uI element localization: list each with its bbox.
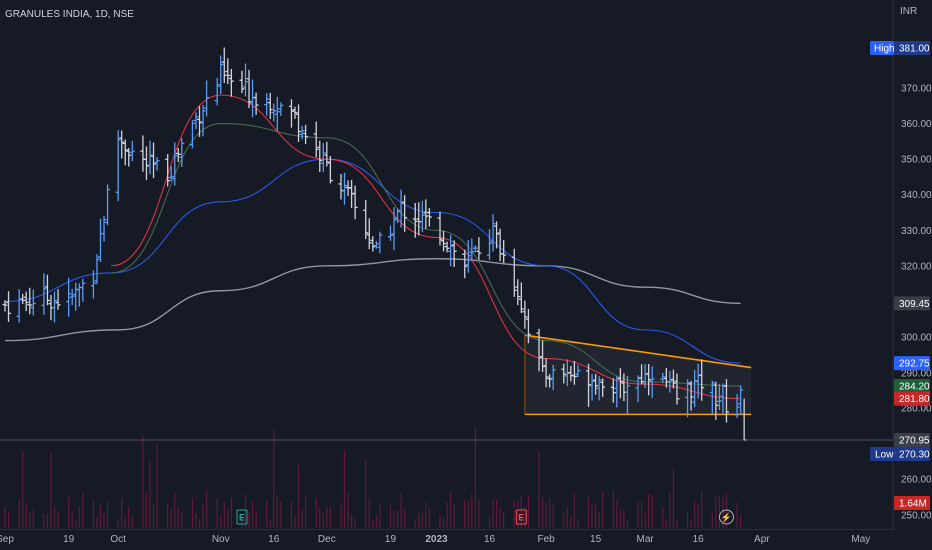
high-value-badge xyxy=(894,41,930,55)
chart-title: GRANULES INDIA, 1D, NSE xyxy=(5,9,134,20)
time-tick: Nov xyxy=(212,534,230,545)
price-badge-label: 292.75 xyxy=(899,359,930,370)
time-tick: Oct xyxy=(110,534,126,545)
resistance-trendline xyxy=(524,334,752,369)
low-value-badge xyxy=(894,447,930,461)
high-label: High xyxy=(874,44,895,55)
price-axis[interactable]: 370.00 360.00 350.00 340.00 330.00 320.00 300.… xyxy=(901,84,932,522)
price-tick: 250.00 xyxy=(901,511,932,522)
low-label-badge xyxy=(870,447,894,461)
time-tick: Dec xyxy=(318,534,336,545)
price-badge-label: 270.95 xyxy=(899,436,930,447)
sma-line xyxy=(4,258,741,342)
time-tick: Sep xyxy=(0,534,14,545)
dividend-marker xyxy=(718,509,734,525)
ema-blue-line xyxy=(4,158,741,364)
low-label: Low xyxy=(875,450,894,461)
price-badge-label: 309.45 xyxy=(899,299,930,310)
price-badge-label: 1.64M xyxy=(899,499,927,510)
price-badge xyxy=(894,356,930,371)
low-value: 270.30 xyxy=(899,450,930,461)
price-tick: 340.00 xyxy=(901,190,932,201)
price-tick: 300.00 xyxy=(901,333,932,344)
earnings-marker-label: E xyxy=(518,513,524,523)
price-tick: 320.00 xyxy=(901,261,932,272)
price-tick: 280.00 xyxy=(901,404,932,415)
price-tick: 260.00 xyxy=(901,475,932,486)
price-tick: 360.00 xyxy=(901,119,932,130)
price-badge xyxy=(894,379,930,393)
time-tick: 16 xyxy=(693,534,705,545)
price-tick: 350.00 xyxy=(901,155,932,166)
time-axis[interactable]: Sep 19 Oct Nov 16 Dec 19 2023 16 Feb 15 Mar 16 Apr May xyxy=(0,534,870,545)
time-tick: 2023 xyxy=(425,534,448,545)
time-tick: Apr xyxy=(754,534,770,545)
high-value: 381.00 xyxy=(899,44,930,55)
earnings-marker xyxy=(236,509,248,525)
time-tick: May xyxy=(851,534,870,545)
earnings-marker-label: E xyxy=(239,513,245,523)
dividend-marker-label: ⚡ xyxy=(721,512,732,524)
price-badge xyxy=(894,496,930,510)
ema-green-line xyxy=(111,123,741,387)
currency-label: INR xyxy=(900,6,917,17)
time-tick: 16 xyxy=(484,534,496,545)
time-tick: 15 xyxy=(590,534,602,545)
price-tick: 330.00 xyxy=(901,226,932,237)
volume-layer xyxy=(4,426,742,528)
price-badge-label: 281.80 xyxy=(899,394,930,405)
time-tick: 16 xyxy=(268,534,280,545)
event-markers: E E ⚡ xyxy=(236,509,734,525)
price-tick: 290.00 xyxy=(901,369,932,380)
time-tick: 19 xyxy=(385,534,397,545)
price-badges: High 381.00 Low 270.30 309.45 292.75 284.20281… xyxy=(870,41,930,510)
moving-averages xyxy=(4,94,741,400)
price-badge xyxy=(894,391,930,406)
price-badge xyxy=(894,433,930,447)
high-label-badge xyxy=(870,41,894,55)
time-tick: 19 xyxy=(63,534,75,545)
price-tick: 370.00 xyxy=(901,84,932,95)
time-tick: Feb xyxy=(537,534,555,545)
earnings-marker xyxy=(515,509,527,525)
price-badge-label: 284.20 xyxy=(899,382,930,393)
time-tick: Mar xyxy=(637,534,655,545)
ohlc-bars xyxy=(2,47,747,441)
price-badge xyxy=(894,296,930,311)
